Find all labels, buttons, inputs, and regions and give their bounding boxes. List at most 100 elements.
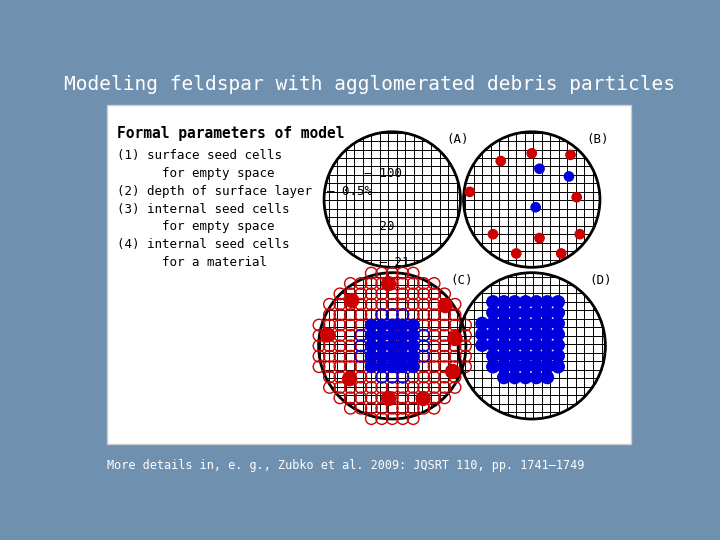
- Circle shape: [387, 361, 397, 372]
- Circle shape: [448, 332, 462, 346]
- Circle shape: [498, 318, 510, 330]
- Circle shape: [366, 320, 377, 330]
- Text: (4) internal seed cells: (4) internal seed cells: [117, 238, 289, 251]
- Circle shape: [498, 361, 510, 373]
- Circle shape: [508, 328, 521, 340]
- Text: Formal parameters of model: Formal parameters of model: [117, 126, 345, 141]
- Circle shape: [488, 230, 498, 239]
- Circle shape: [487, 328, 499, 340]
- Text: (3) internal seed cells: (3) internal seed cells: [117, 202, 289, 215]
- Text: Modeling feldspar with agglomerated debris particles: Modeling feldspar with agglomerated debr…: [63, 75, 675, 94]
- Circle shape: [397, 340, 408, 351]
- Circle shape: [408, 361, 418, 372]
- Circle shape: [557, 249, 566, 258]
- Circle shape: [487, 318, 499, 330]
- Circle shape: [519, 318, 532, 330]
- Circle shape: [508, 361, 521, 373]
- Circle shape: [519, 328, 532, 340]
- Circle shape: [377, 320, 387, 330]
- Circle shape: [498, 339, 510, 351]
- Circle shape: [530, 350, 543, 362]
- Circle shape: [575, 230, 585, 239]
- Circle shape: [552, 350, 564, 362]
- Circle shape: [487, 361, 499, 373]
- Circle shape: [382, 392, 395, 406]
- Circle shape: [566, 150, 575, 159]
- Circle shape: [487, 307, 499, 319]
- Circle shape: [498, 328, 510, 340]
- Circle shape: [387, 351, 397, 362]
- Circle shape: [527, 148, 536, 158]
- Circle shape: [552, 339, 564, 351]
- Circle shape: [552, 361, 564, 373]
- Circle shape: [345, 294, 359, 307]
- Circle shape: [530, 339, 543, 351]
- FancyBboxPatch shape: [107, 105, 631, 444]
- Text: for a material               – 21: for a material – 21: [117, 256, 410, 269]
- Circle shape: [487, 350, 499, 362]
- Circle shape: [498, 307, 510, 319]
- Circle shape: [552, 307, 564, 319]
- Circle shape: [408, 351, 418, 362]
- Circle shape: [377, 330, 387, 341]
- Circle shape: [530, 296, 543, 308]
- Circle shape: [476, 339, 488, 351]
- Circle shape: [552, 296, 564, 308]
- Circle shape: [541, 339, 554, 351]
- Circle shape: [535, 164, 544, 173]
- Circle shape: [530, 372, 543, 383]
- Circle shape: [366, 361, 377, 372]
- Text: (A): (A): [446, 133, 469, 146]
- Circle shape: [519, 361, 532, 373]
- Circle shape: [487, 339, 499, 351]
- Circle shape: [366, 340, 377, 351]
- Circle shape: [541, 307, 554, 319]
- Circle shape: [498, 350, 510, 362]
- Circle shape: [343, 372, 356, 386]
- Circle shape: [541, 328, 554, 340]
- Circle shape: [519, 350, 532, 362]
- Text: for empty space            – 20: for empty space – 20: [117, 220, 395, 233]
- Circle shape: [465, 187, 474, 197]
- Circle shape: [397, 330, 408, 341]
- Circle shape: [530, 307, 543, 319]
- Circle shape: [498, 296, 510, 308]
- Circle shape: [446, 364, 459, 379]
- Circle shape: [519, 307, 532, 319]
- Circle shape: [535, 233, 544, 242]
- Text: for empty space            – 100: for empty space – 100: [117, 167, 402, 180]
- Circle shape: [476, 328, 488, 340]
- Circle shape: [508, 339, 521, 351]
- Text: (C): (C): [451, 274, 473, 287]
- Circle shape: [438, 299, 452, 313]
- Circle shape: [416, 392, 430, 406]
- Circle shape: [377, 340, 387, 351]
- Circle shape: [377, 351, 387, 362]
- Circle shape: [408, 340, 418, 351]
- Circle shape: [519, 372, 532, 383]
- Circle shape: [530, 328, 543, 340]
- Circle shape: [366, 330, 377, 341]
- Circle shape: [541, 350, 554, 362]
- Circle shape: [512, 249, 521, 258]
- Circle shape: [572, 193, 581, 202]
- Circle shape: [476, 318, 488, 330]
- Circle shape: [387, 320, 397, 330]
- Circle shape: [397, 351, 408, 362]
- Text: (B): (B): [586, 133, 608, 146]
- Circle shape: [519, 339, 532, 351]
- Circle shape: [408, 330, 418, 341]
- Text: More details in, e. g., Zubko et al. 2009: JQSRT 110, pp. 1741–1749: More details in, e. g., Zubko et al. 200…: [107, 458, 585, 472]
- Circle shape: [541, 296, 554, 308]
- Circle shape: [564, 172, 574, 181]
- Circle shape: [541, 372, 554, 383]
- Circle shape: [541, 361, 554, 373]
- Circle shape: [387, 330, 397, 341]
- Circle shape: [508, 318, 521, 330]
- Circle shape: [552, 328, 564, 340]
- Circle shape: [541, 318, 554, 330]
- Circle shape: [530, 361, 543, 373]
- Circle shape: [530, 318, 543, 330]
- Circle shape: [366, 351, 377, 362]
- Text: (1) surface seed cells: (1) surface seed cells: [117, 150, 282, 163]
